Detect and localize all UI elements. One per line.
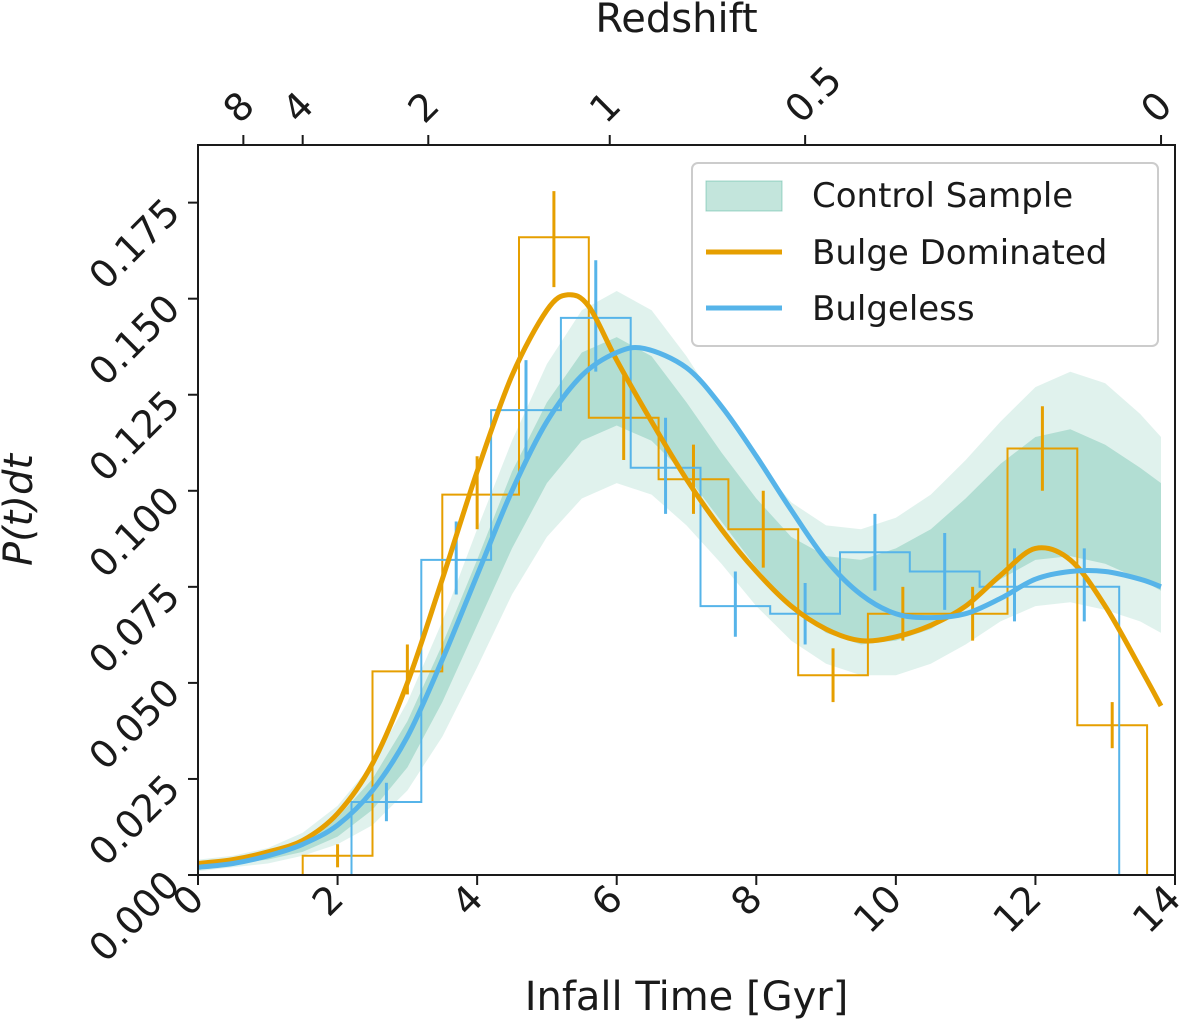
plot-area <box>197 191 1164 875</box>
top-tick-label: 2 <box>400 83 448 131</box>
x-tick-label: 4 <box>443 876 491 924</box>
y-axis-title: P(t)dt <box>0 453 42 566</box>
top-tick-label: 0 <box>1132 83 1180 131</box>
y-tick-label: 0.025 <box>80 766 188 874</box>
y-tick-label: 0.175 <box>80 190 188 298</box>
y-tick-label: 0.075 <box>80 574 188 682</box>
bulgeless-line <box>197 345 1162 870</box>
x-tick-label: 10 <box>845 876 910 941</box>
control-band-outer <box>198 291 1161 872</box>
y-tick-label: 0.100 <box>80 478 188 586</box>
x-tick-label: 14 <box>1124 876 1189 941</box>
y-tick-label: 0.000 <box>80 862 188 970</box>
legend-swatch-control <box>705 180 783 212</box>
bulge-dominated-line <box>197 292 1164 866</box>
legend: Control Sample Bulge Dominated Bulgeless <box>691 162 1159 347</box>
y-tick-label: 0.150 <box>80 286 188 394</box>
bulgeless-histogram <box>350 316 1121 875</box>
top-axis-title: Redshift <box>595 0 757 42</box>
y-tick-label: 0.050 <box>80 670 188 778</box>
legend-box <box>691 162 1159 347</box>
legend-label-bulge-dominated: Bulge Dominated <box>812 233 1107 273</box>
top-tick-label: 1 <box>581 83 629 131</box>
plot-frame <box>197 144 1176 876</box>
legend-label-bulgeless: Bulgeless <box>812 289 975 329</box>
top-tick-label: 8 <box>215 83 263 131</box>
top-tick-label: 4 <box>274 83 322 131</box>
top-tick-label: 0.5 <box>776 58 850 132</box>
x-tick-label: 2 <box>304 876 352 924</box>
x-tick-label: 6 <box>583 876 631 924</box>
legend-label-control-sample: Control Sample <box>812 176 1073 216</box>
y-tick-label: 0.125 <box>80 382 188 490</box>
x-tick-label: 12 <box>984 876 1049 941</box>
bulge-dominated-histogram <box>301 236 1149 875</box>
x-axis-title: Infall Time [Gyr] <box>525 974 849 1019</box>
x-tick-label: 8 <box>722 876 770 924</box>
